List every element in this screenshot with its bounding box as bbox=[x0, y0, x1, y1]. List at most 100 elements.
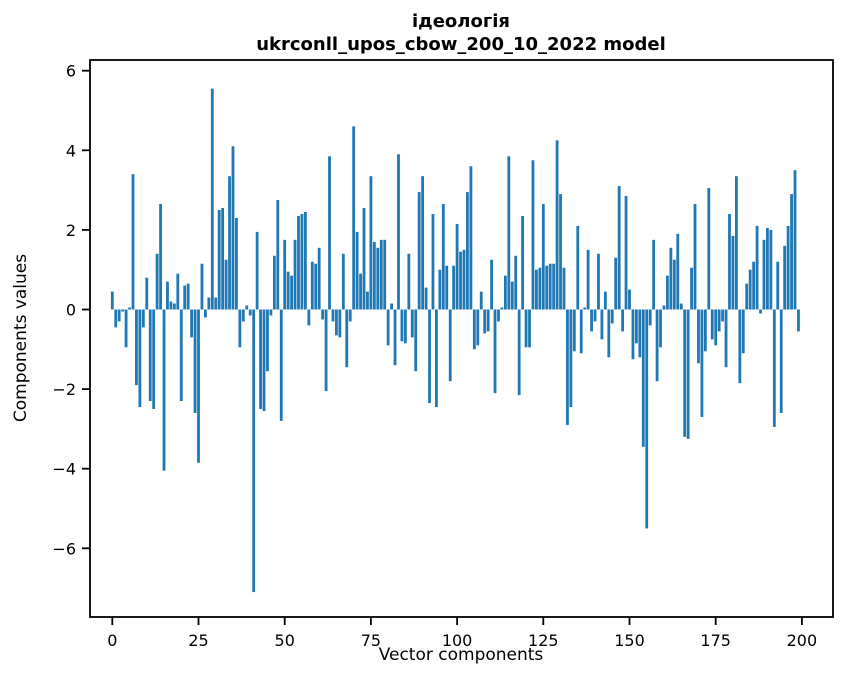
bar bbox=[221, 208, 225, 310]
bar bbox=[324, 309, 328, 392]
bar bbox=[710, 309, 714, 340]
bar bbox=[276, 200, 280, 310]
bar bbox=[348, 309, 352, 322]
bar bbox=[328, 156, 331, 310]
bar bbox=[217, 210, 221, 310]
bar bbox=[703, 309, 707, 352]
bar bbox=[259, 309, 262, 409]
bar bbox=[541, 204, 545, 310]
bar bbox=[183, 285, 187, 310]
bar bbox=[583, 307, 587, 310]
bar bbox=[659, 309, 662, 348]
bar bbox=[190, 309, 193, 338]
x-tick-label: 175 bbox=[700, 631, 731, 650]
bar bbox=[628, 289, 631, 310]
x-tick-label: 75 bbox=[361, 631, 381, 650]
bar bbox=[759, 309, 762, 314]
bar bbox=[131, 174, 135, 310]
bar bbox=[400, 309, 404, 342]
bar bbox=[479, 291, 483, 310]
bar bbox=[383, 239, 387, 310]
bar bbox=[579, 309, 583, 354]
bar bbox=[769, 229, 773, 310]
bar bbox=[686, 309, 690, 439]
bar bbox=[272, 255, 276, 310]
bar bbox=[790, 194, 793, 310]
bar bbox=[452, 265, 456, 310]
bar bbox=[672, 259, 676, 310]
bar bbox=[210, 88, 214, 310]
bar bbox=[307, 309, 311, 326]
bar bbox=[138, 309, 142, 408]
bar bbox=[614, 257, 618, 310]
bar bbox=[428, 309, 431, 404]
bar bbox=[438, 269, 442, 310]
bar bbox=[317, 247, 321, 310]
bar bbox=[141, 309, 145, 328]
bar bbox=[652, 239, 656, 310]
bar bbox=[245, 305, 249, 310]
bar bbox=[355, 231, 359, 310]
bar bbox=[535, 269, 538, 310]
y-tick-label: 2 bbox=[66, 221, 76, 240]
bar bbox=[128, 307, 131, 310]
x-tick-label: 125 bbox=[528, 631, 559, 650]
bar bbox=[186, 283, 190, 310]
bar bbox=[797, 309, 800, 332]
bar bbox=[741, 309, 745, 354]
bar bbox=[700, 309, 704, 417]
bar bbox=[745, 283, 749, 310]
bar bbox=[569, 309, 573, 408]
bar bbox=[466, 192, 469, 310]
bar bbox=[707, 188, 711, 310]
y-axis-ticks: 6 4 2 0 −2 −4 −6 bbox=[52, 62, 90, 558]
bar bbox=[390, 303, 393, 310]
bar bbox=[345, 309, 349, 368]
bar bbox=[669, 247, 673, 310]
bar bbox=[779, 309, 783, 413]
bar bbox=[617, 186, 621, 310]
bar bbox=[793, 170, 797, 310]
bar bbox=[500, 307, 504, 310]
bar bbox=[310, 261, 314, 310]
bar bbox=[114, 309, 118, 328]
bar bbox=[566, 309, 569, 425]
bar bbox=[469, 166, 473, 310]
bar bbox=[766, 227, 769, 310]
bar bbox=[666, 275, 669, 310]
bar bbox=[359, 273, 362, 310]
bar bbox=[314, 263, 318, 310]
bar bbox=[459, 251, 462, 310]
bar bbox=[379, 239, 383, 310]
bar bbox=[555, 140, 559, 310]
bar bbox=[762, 239, 766, 310]
bar bbox=[476, 309, 480, 346]
x-tick-label: 0 bbox=[107, 631, 117, 650]
bar bbox=[300, 213, 304, 310]
bar bbox=[528, 309, 531, 348]
bar bbox=[152, 309, 156, 409]
bar bbox=[403, 309, 407, 344]
bar bbox=[559, 194, 562, 310]
bar bbox=[431, 213, 435, 310]
bar bbox=[283, 239, 287, 310]
bar bbox=[286, 271, 290, 310]
bar bbox=[352, 126, 356, 310]
bar bbox=[200, 263, 204, 310]
bar bbox=[662, 305, 666, 310]
bar bbox=[597, 253, 600, 310]
bar bbox=[204, 309, 207, 318]
bar bbox=[728, 213, 731, 310]
bar bbox=[786, 225, 790, 310]
bar bbox=[748, 269, 752, 310]
bar bbox=[176, 273, 180, 310]
bar bbox=[600, 309, 604, 340]
bar bbox=[297, 215, 300, 310]
bar bbox=[214, 297, 218, 310]
bar bbox=[155, 253, 159, 310]
bar bbox=[231, 146, 235, 310]
bar bbox=[121, 309, 125, 312]
bar-series bbox=[110, 88, 800, 593]
bar bbox=[193, 309, 197, 413]
